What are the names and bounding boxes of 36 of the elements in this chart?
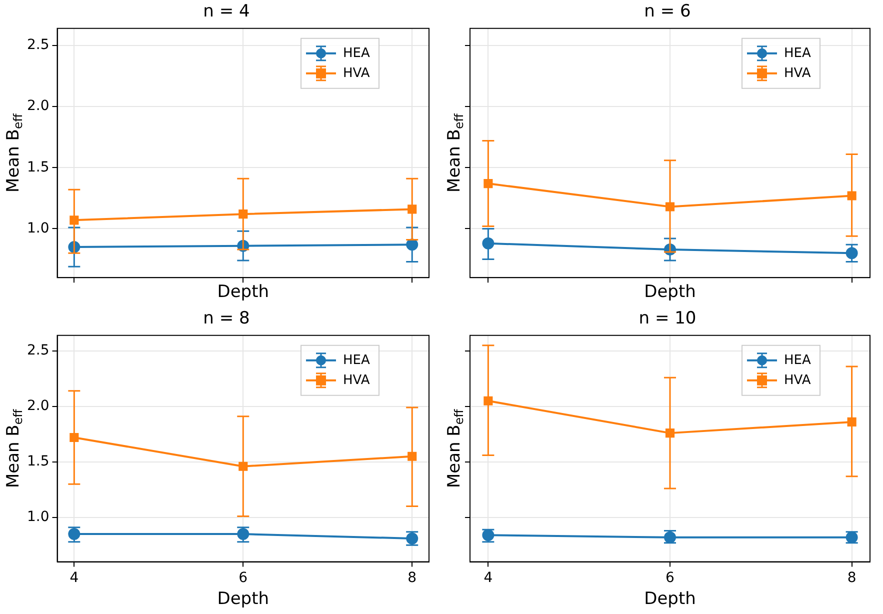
y-axis-title: Mean Beff xyxy=(3,408,26,488)
y-tick-label: 2.5 xyxy=(27,37,50,54)
x-axis-title: Depth xyxy=(217,282,270,302)
y-tick-label: 1.5 xyxy=(27,159,50,176)
x-tick-label: 8 xyxy=(408,570,417,586)
x-tick-label: 4 xyxy=(484,570,493,586)
y-axis-title: Mean Beff xyxy=(3,112,26,192)
y-tick-label: 1.0 xyxy=(27,509,50,526)
x-tick-label: 6 xyxy=(666,570,675,586)
point xyxy=(665,202,675,212)
legend-label: HVA xyxy=(343,66,370,81)
x-tick-label: 6 xyxy=(238,570,248,586)
legend-label: HVA xyxy=(343,372,370,388)
x-tick-label: 4 xyxy=(70,570,79,586)
x-axis-title: Depth xyxy=(644,282,696,302)
y-axis-title: Mean Beff xyxy=(444,408,466,488)
y-tick-label: 1.5 xyxy=(27,454,50,470)
y-axis-title: Mean Beff xyxy=(444,112,466,192)
chart-title: n = 10 xyxy=(638,308,696,329)
chart-title: n = 8 xyxy=(203,308,250,329)
chart-title: n = 6 xyxy=(644,2,691,22)
legend-label: HEA xyxy=(784,46,811,61)
legend-label: HEA xyxy=(784,352,811,368)
point xyxy=(847,191,856,200)
y-tick-label: 2.0 xyxy=(27,398,50,414)
legend-label: HEA xyxy=(343,352,370,368)
chart-title: n = 4 xyxy=(203,2,250,22)
legend-label: HVA xyxy=(784,66,811,81)
y-tick-label: 1.0 xyxy=(27,220,50,236)
x-axis-title: Depth xyxy=(217,589,270,610)
y-tick-label: 2.5 xyxy=(27,342,50,359)
y-tick-label: 2.0 xyxy=(27,98,50,114)
legend-label: HEA xyxy=(343,46,370,61)
x-tick-label: 8 xyxy=(847,570,856,586)
x-axis-title: Depth xyxy=(644,589,696,610)
legend-label: HVA xyxy=(784,372,811,388)
